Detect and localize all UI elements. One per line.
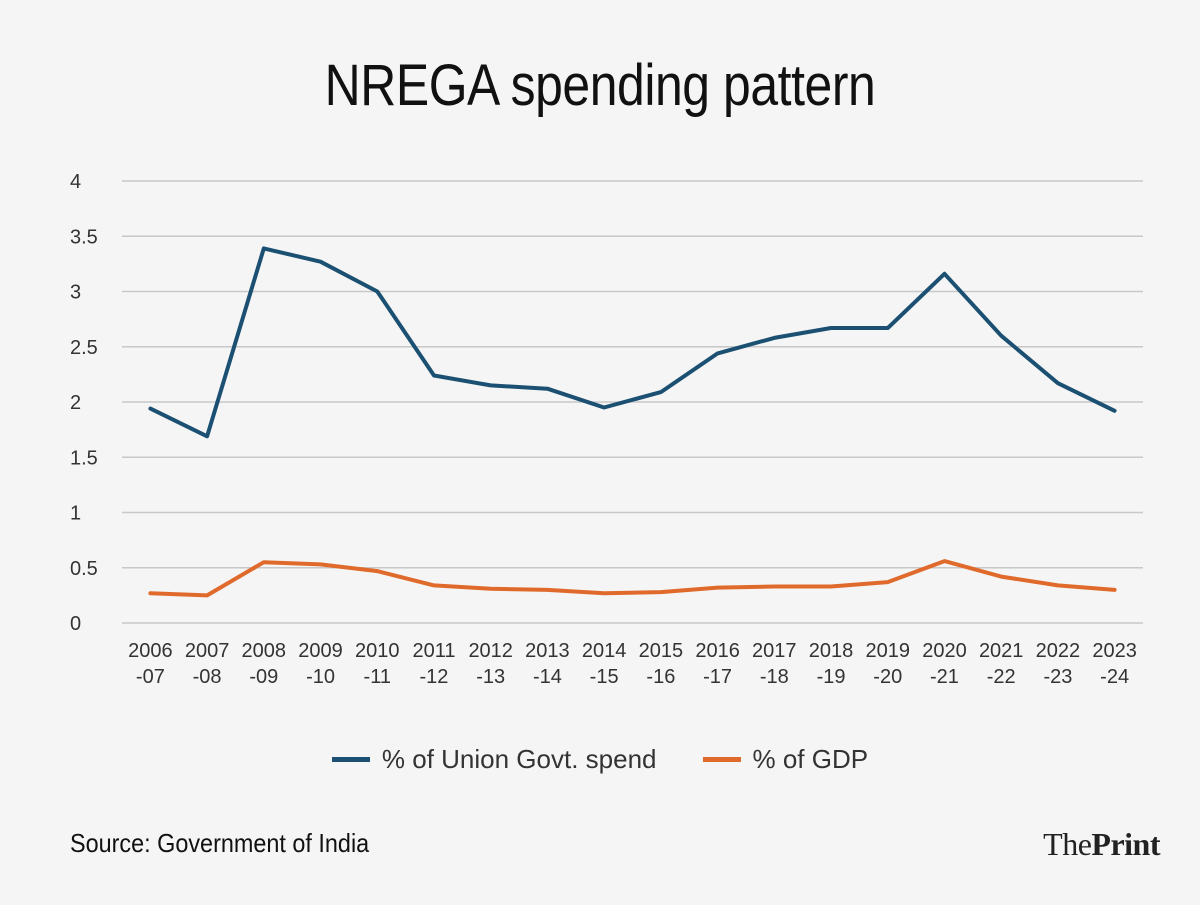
x-tick-label-year: 2019 xyxy=(866,640,911,662)
gridlines xyxy=(122,180,1143,624)
x-tick-label-suffix: -16 xyxy=(646,666,675,688)
x-tick-label-suffix: -21 xyxy=(930,666,959,688)
y-tick-label: 3 xyxy=(70,282,81,304)
x-tick-label-year: 2018 xyxy=(809,640,854,662)
x-tick-label-year: 2008 xyxy=(242,640,287,662)
x-tick-label-suffix: -12 xyxy=(420,666,449,688)
x-tick-label-suffix: -17 xyxy=(703,666,732,688)
legend-label-series1: % of Union Govt. spend xyxy=(381,744,657,774)
x-tick-label-year: 2020 xyxy=(922,640,967,662)
x-tick-label-year: 2006 xyxy=(128,640,173,662)
x-tick-label-suffix: -18 xyxy=(760,666,789,688)
legend-swatch-series1 xyxy=(331,757,370,762)
y-tick-label: 1 xyxy=(70,503,81,525)
x-tick-label-suffix: -22 xyxy=(987,666,1016,688)
x-tick-label-year: 2015 xyxy=(639,640,684,662)
x-tick-label-suffix: -11 xyxy=(364,666,391,688)
legend: % of Union Govt. spend % of GDP xyxy=(0,744,1200,775)
logo-text-the: The xyxy=(1043,826,1092,862)
x-tick-label-year: 2014 xyxy=(582,640,627,662)
x-tick-label-suffix: -08 xyxy=(193,666,222,688)
legend-item-gdp: % of GDP xyxy=(702,744,869,775)
x-tick-label-suffix: -19 xyxy=(817,666,846,688)
series-line-1 xyxy=(148,246,1117,439)
series-line-2 xyxy=(148,559,1117,598)
x-tick-label-year: 2021 xyxy=(979,640,1024,662)
x-tick-label-year: 2007 xyxy=(185,640,230,662)
x-tick-label-year: 2011 xyxy=(412,640,455,662)
x-axis-ticks: 2006-072007-082008-092009-102010-112011-… xyxy=(128,640,1137,688)
legend-label-series2: % of GDP xyxy=(752,744,869,774)
x-tick-label-year: 2012 xyxy=(468,640,513,662)
x-tick-label-year: 2013 xyxy=(525,640,570,662)
source-note: Source: Government of India xyxy=(70,828,370,858)
x-tick-label-year: 2022 xyxy=(1036,640,1081,662)
theprint-logo: ThePrint xyxy=(1043,826,1160,863)
x-tick-label-suffix: -23 xyxy=(1043,666,1072,688)
x-tick-label-suffix: -15 xyxy=(590,666,619,688)
x-tick-label-suffix: -20 xyxy=(873,666,902,688)
x-tick-label-year: 2023 xyxy=(1092,640,1137,662)
chart-title: NREGA spending pattern xyxy=(324,53,876,118)
logo-text-print: Print xyxy=(1091,826,1160,862)
y-tick-label: 4 xyxy=(70,171,81,193)
y-tick-label: 0 xyxy=(70,613,81,635)
y-tick-label: 3.5 xyxy=(70,226,98,248)
y-tick-label: 2 xyxy=(70,392,81,414)
y-tick-label: 2.5 xyxy=(70,337,98,359)
legend-item-union-govt-spend: % of Union Govt. spend xyxy=(331,744,657,775)
x-tick-label-suffix: -13 xyxy=(476,666,505,688)
x-tick-label-year: 2009 xyxy=(298,640,343,662)
x-tick-label-suffix: -24 xyxy=(1100,666,1129,688)
x-tick-label-year: 2017 xyxy=(752,640,797,662)
y-axis-ticks: 0 0.5 1 1.5 2 2.5 3 3.5 4 xyxy=(70,171,98,635)
legend-swatch-series2 xyxy=(702,757,741,762)
x-tick-label-suffix: -07 xyxy=(136,666,165,688)
y-tick-label: 1.5 xyxy=(70,447,98,469)
x-tick-label-suffix: -09 xyxy=(249,666,278,688)
x-tick-label-suffix: -10 xyxy=(306,666,335,688)
series-lines xyxy=(148,246,1117,598)
x-tick-label-suffix: -14 xyxy=(533,666,562,688)
x-tick-label-year: 2016 xyxy=(695,640,740,662)
x-tick-label-year: 2010 xyxy=(355,640,400,662)
y-tick-label: 0.5 xyxy=(70,558,98,580)
